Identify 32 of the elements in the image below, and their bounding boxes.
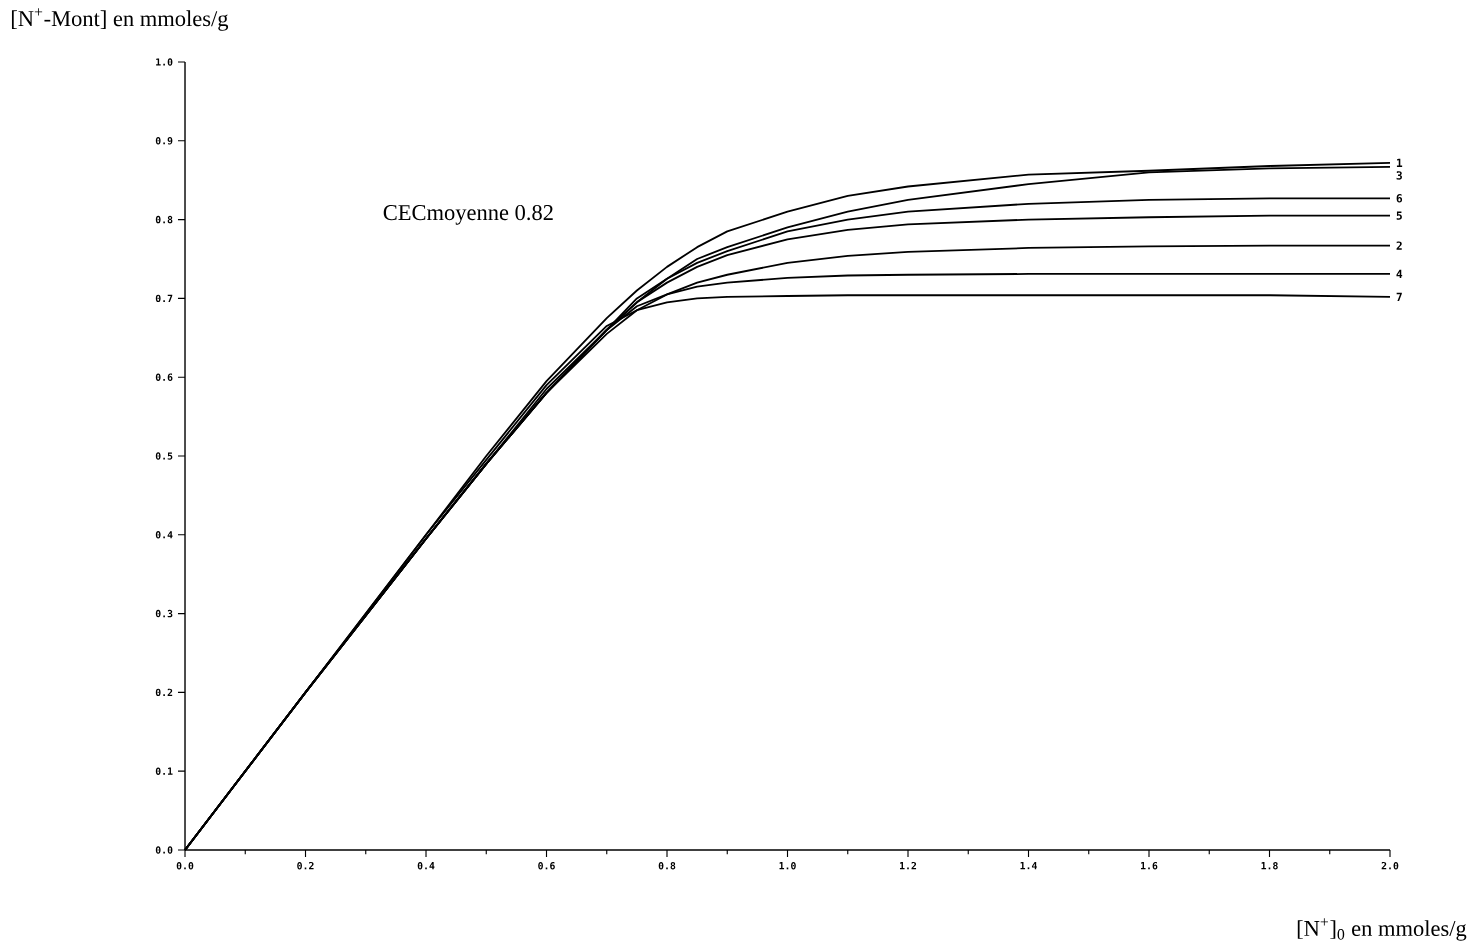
y-tick-label: 0.0 xyxy=(155,846,173,854)
x-tick-label: 1.8 xyxy=(1261,861,1278,870)
x-tick-label: 2.0 xyxy=(1381,861,1399,870)
x-tick-label: 0.2 xyxy=(297,861,314,870)
x-tick-label: 1.0 xyxy=(779,861,796,870)
x-axis-title: [N$^{+}$]$_{0}$ en mmoles/g xyxy=(1297,918,1467,941)
series-label: 3 xyxy=(1396,171,1402,180)
y-tick-label: 0.3 xyxy=(155,609,173,618)
x-tick-label: 0.0 xyxy=(176,861,194,870)
x-tick-label: 1.2 xyxy=(900,861,917,870)
series-label: 6 xyxy=(1396,194,1403,203)
y-tick-label: 0.5 xyxy=(155,452,173,460)
y-tick-label: 0.6 xyxy=(155,373,173,381)
x-tick-label: 0.4 xyxy=(417,861,435,870)
y-tick-label: 0.9 xyxy=(155,137,173,145)
x-tick-label: 1.6 xyxy=(1141,861,1158,870)
series-label: 5 xyxy=(1396,211,1402,220)
series-label: 1 xyxy=(1396,158,1403,167)
annotation: CECmoyenne 0.82 xyxy=(383,204,553,225)
y-tick-label: 1.0 xyxy=(156,58,173,66)
x-tick-label: 1.4 xyxy=(1020,861,1037,870)
y-tick-label: 0.8 xyxy=(155,215,173,224)
y-tick-label: 0.7 xyxy=(155,294,173,303)
y-tick-label: 0.4 xyxy=(155,531,173,539)
series-label: 7 xyxy=(1396,292,1402,301)
y-tick-label: 0.2 xyxy=(155,688,173,697)
x-tick-label: 0.8 xyxy=(658,861,676,870)
series-label: 2 xyxy=(1396,241,1402,250)
y-axis-title: [N$^{+}$-Mont] en mmoles/g xyxy=(11,8,229,31)
series-label: 4 xyxy=(1396,269,1403,279)
y-tick-label: 0.1 xyxy=(155,767,173,775)
x-tick-label: 0.6 xyxy=(538,861,555,870)
